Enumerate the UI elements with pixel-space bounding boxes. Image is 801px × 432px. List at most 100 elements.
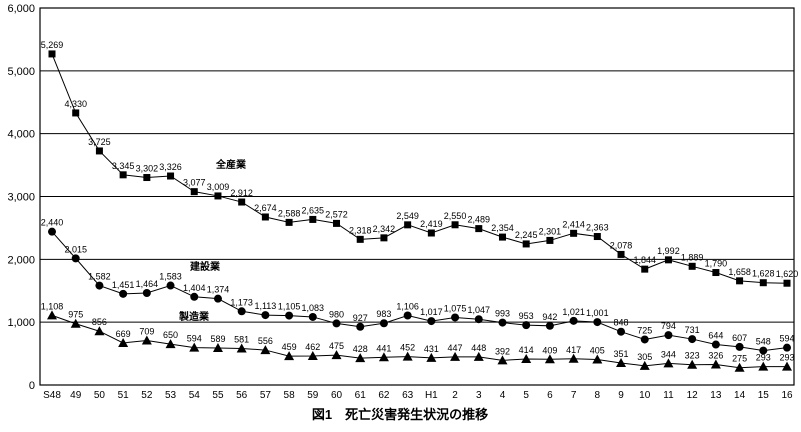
- data-point-manufacturing: [402, 351, 413, 361]
- data-label-all-industries: 3,009: [207, 182, 230, 192]
- data-label-manufacturing: 405: [590, 346, 605, 356]
- data-point-all-industries: [498, 233, 506, 241]
- plot-border: [39, 7, 795, 386]
- x-tick-label: 51: [118, 390, 130, 401]
- data-point-construction: [95, 281, 104, 290]
- data-label-construction: 1,021: [562, 307, 585, 317]
- x-tick-label: 2: [452, 390, 458, 401]
- y-tick-label: 5,000: [7, 66, 35, 78]
- y-tick-label: 0: [29, 380, 35, 392]
- data-label-manufacturing: 293: [779, 353, 794, 363]
- data-point-construction: [190, 292, 199, 301]
- series-line-construction: [51, 231, 788, 352]
- data-point-manufacturing: [141, 335, 152, 345]
- data-point-all-industries: [736, 277, 744, 285]
- data-label-construction: 1,047: [468, 305, 491, 315]
- data-point-construction: [119, 289, 128, 298]
- series-line-all-industries: [51, 53, 788, 284]
- x-tick-label: 55: [212, 390, 224, 401]
- data-label-all-industries: 3,345: [112, 161, 135, 171]
- data-point-manufacturing: [710, 359, 721, 369]
- data-point-all-industries: [522, 240, 530, 248]
- data-label-manufacturing: 323: [685, 351, 700, 361]
- data-label-construction: 848: [614, 318, 629, 328]
- data-point-manufacturing: [450, 351, 461, 361]
- data-label-construction: 980: [329, 309, 344, 319]
- data-label-all-industries: 5,269: [41, 40, 64, 50]
- data-label-manufacturing: 709: [139, 326, 154, 336]
- data-label-construction: 594: [779, 334, 794, 344]
- data-label-manufacturing: 351: [614, 349, 629, 359]
- data-point-all-industries: [48, 50, 56, 58]
- data-point-all-industries: [641, 265, 649, 273]
- data-point-all-industries: [95, 147, 103, 155]
- data-point-manufacturing: [544, 354, 555, 364]
- data-label-all-industries: 2,078: [610, 240, 633, 250]
- data-label-manufacturing: 650: [163, 330, 178, 340]
- data-label-construction: 927: [353, 313, 368, 323]
- data-point-construction: [356, 322, 365, 331]
- data-point-construction: [237, 307, 246, 316]
- data-point-construction: [71, 254, 80, 263]
- data-label-construction: 1,464: [136, 279, 159, 289]
- data-point-all-industries: [356, 235, 364, 243]
- chart-title: 図1 死亡災害発生状況の推移: [312, 407, 488, 422]
- data-label-manufacturing: 344: [661, 349, 676, 359]
- data-label-all-industries: 1,790: [705, 259, 728, 269]
- data-point-construction: [688, 335, 697, 344]
- y-tick-label: 6,000: [7, 3, 35, 15]
- data-point-construction: [48, 227, 56, 236]
- data-point-all-industries: [190, 188, 198, 196]
- data-label-manufacturing: 414: [519, 345, 534, 355]
- x-tick-label: 10: [639, 390, 651, 401]
- data-label-all-industries: 2,550: [444, 211, 467, 221]
- data-point-construction: [783, 343, 791, 352]
- data-label-all-industries: 3,725: [88, 137, 111, 147]
- data-label-construction: 942: [542, 312, 557, 322]
- data-point-all-industries: [143, 174, 151, 182]
- data-label-all-industries: 1,658: [728, 267, 751, 277]
- data-label-all-industries: 3,077: [183, 178, 206, 188]
- data-label-all-industries: 2,588: [278, 208, 301, 218]
- data-label-all-industries: 2,318: [349, 225, 372, 235]
- data-point-all-industries: [759, 279, 767, 287]
- data-point-all-industries: [380, 234, 388, 242]
- data-point-all-industries: [261, 213, 269, 221]
- data-point-manufacturing: [639, 360, 650, 370]
- data-point-manufacturing: [47, 310, 57, 320]
- x-tick-label: 13: [710, 390, 722, 401]
- data-label-manufacturing: 428: [353, 344, 368, 354]
- data-label-manufacturing: 275: [732, 354, 747, 364]
- data-point-construction: [166, 281, 175, 290]
- data-point-construction: [285, 311, 294, 320]
- data-point-all-industries: [475, 225, 483, 233]
- data-point-manufacturing: [260, 345, 271, 355]
- x-tick-label: 57: [260, 390, 272, 401]
- x-tick-label: 15: [758, 390, 770, 401]
- data-label-construction: 794: [661, 321, 676, 331]
- data-label-construction: 1,105: [278, 302, 301, 312]
- x-tick-label: 16: [781, 390, 793, 401]
- data-point-all-industries: [309, 215, 317, 223]
- x-tick-label: 14: [734, 390, 746, 401]
- data-label-construction: 1,106: [396, 302, 419, 312]
- data-point-construction: [379, 319, 388, 328]
- y-tick-label: 2,000: [7, 254, 35, 266]
- data-point-construction: [759, 346, 768, 355]
- data-point-manufacturing: [616, 357, 627, 367]
- data-point-all-industries: [712, 269, 720, 277]
- data-point-manufacturing: [307, 350, 318, 360]
- y-tick-label: 4,000: [7, 129, 35, 141]
- data-point-construction: [427, 317, 436, 326]
- data-point-manufacturing: [687, 359, 698, 369]
- series-label-annotation: 全産業: [215, 158, 247, 171]
- data-point-all-industries: [451, 221, 459, 229]
- x-tick-label: 52: [141, 390, 153, 401]
- data-point-manufacturing: [592, 354, 603, 364]
- x-tick-label: 4: [500, 390, 506, 401]
- data-point-manufacturing: [355, 353, 366, 363]
- data-label-construction: 725: [637, 325, 652, 335]
- data-point-all-industries: [119, 171, 127, 179]
